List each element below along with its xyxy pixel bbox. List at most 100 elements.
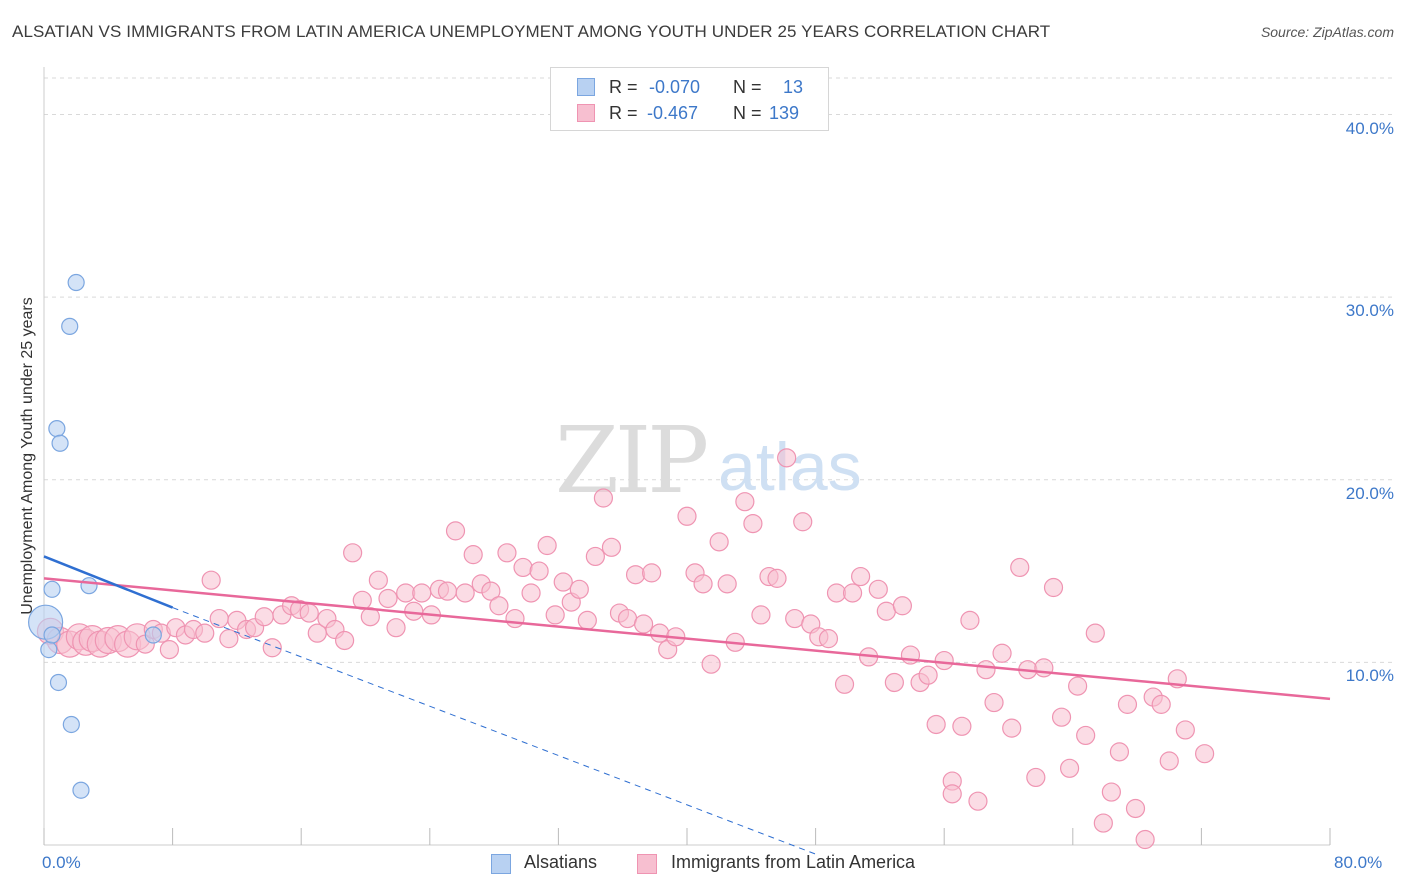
latin-america-point <box>1101 782 1121 802</box>
latin-america-point <box>262 638 282 658</box>
latin-america-point <box>505 608 525 629</box>
latin-america-point <box>1109 742 1130 762</box>
latin-america-point <box>593 488 614 508</box>
alsatian-point <box>61 317 79 335</box>
latin-america-point <box>463 545 483 565</box>
latin-america-point <box>299 603 319 623</box>
latin-america-point <box>1159 751 1179 771</box>
latin-america-point <box>767 568 787 588</box>
latin-america-point <box>984 692 1004 713</box>
latin-america-point <box>1051 707 1072 727</box>
watermark-atlas: atlas <box>718 429 862 505</box>
alsatian-point <box>51 434 69 452</box>
latin-america-point <box>633 614 654 634</box>
y-tick-label: 10.0% <box>1345 666 1394 686</box>
latin-america-point <box>1076 725 1096 746</box>
alsatian-legend-swatch <box>491 854 511 874</box>
latin-america-point <box>701 654 721 674</box>
latin-america-point <box>437 581 458 601</box>
legend-r-value: -0.467 <box>647 103 699 123</box>
latin-america-point <box>553 572 573 592</box>
latin-america-point <box>976 660 996 680</box>
latin-america-point <box>677 506 697 526</box>
y-tick-label: 40.0% <box>1345 118 1394 138</box>
latin-america-swatch <box>577 104 595 122</box>
latin-america-point <box>851 566 871 587</box>
legend-n-value: 13 <box>783 77 804 97</box>
alsatian-point <box>43 626 61 644</box>
alsatian-point <box>80 577 98 595</box>
latin-america-point <box>642 563 662 583</box>
latin-america-point <box>625 565 646 585</box>
latin-america-point <box>537 535 557 556</box>
axes <box>43 67 1331 846</box>
latin-america-point <box>1175 720 1195 740</box>
latin-america-point <box>343 543 363 563</box>
alsatian-point <box>62 715 80 734</box>
source-label: Source: ZipAtlas.com <box>1260 24 1394 40</box>
latin-america-point <box>1059 758 1080 778</box>
y-axis-title: Unemployment Among Youth under 25 years <box>19 297 36 615</box>
latin-america-point <box>1093 813 1113 833</box>
latin-america-point <box>1026 767 1046 788</box>
latin-america-point <box>1151 694 1171 714</box>
alsatian-points <box>28 273 162 799</box>
latin-america-point <box>386 618 406 638</box>
latin-america-point <box>577 610 597 630</box>
alsatian-point <box>48 420 66 438</box>
latin-america-point <box>513 557 533 578</box>
latin-america-point <box>834 674 855 694</box>
alsatian-legend-label: Alsatians <box>524 852 598 872</box>
latin-america-point <box>952 716 972 736</box>
latin-america-point <box>926 714 946 735</box>
alsatian-point <box>49 673 68 692</box>
watermark-zip: ZIP <box>555 407 706 514</box>
latin-america-point <box>396 583 416 603</box>
latin-america-point <box>1135 829 1155 850</box>
latin-america-point <box>1068 676 1088 696</box>
latin-america-point <box>892 596 913 616</box>
latin-america-point <box>1034 658 1054 678</box>
latin-america-point <box>650 623 670 643</box>
latin-america-point <box>717 574 737 594</box>
latin-america-point <box>743 513 763 534</box>
alsatian-trend-extension <box>172 607 816 855</box>
legend-r-value: -0.070 <box>649 77 701 97</box>
latin-america-point <box>942 784 962 804</box>
latin-america-point <box>489 596 509 616</box>
latin-america-point <box>1117 694 1138 714</box>
latin-america-point <box>481 581 501 601</box>
alsatian-point <box>40 640 58 659</box>
latin-america-point <box>195 623 215 643</box>
y-tick-label: 20.0% <box>1345 483 1394 503</box>
latin-america-point <box>960 610 980 630</box>
latin-america-point <box>785 608 805 629</box>
legend-n-label: N = <box>733 77 762 97</box>
stats-legend: R = -0.070 N = 13 R = -0.467 N = 139 <box>550 67 829 131</box>
latin-america-point <box>378 588 398 609</box>
latin-america-point <box>601 537 622 557</box>
alsatian-swatch <box>577 78 595 96</box>
y-tick-label: 30.0% <box>1345 301 1394 321</box>
latin-america-point <box>1010 557 1030 578</box>
latin-america-point <box>968 791 988 811</box>
legend-n-label: N = <box>733 103 762 123</box>
latin-america-point <box>1195 744 1215 764</box>
legend-r-label: R = <box>609 103 638 123</box>
alsatian-point <box>72 781 90 799</box>
latin-america-point <box>585 546 605 567</box>
x-tick-label-min: 0.0% <box>42 853 81 872</box>
latin-america-point <box>254 607 274 627</box>
latin-america-point <box>868 579 888 599</box>
latin-america-point <box>735 492 755 512</box>
latin-america-point <box>201 570 221 590</box>
latin-america-point <box>1002 718 1022 738</box>
latin-america-point <box>918 665 938 685</box>
latin-america-point <box>1085 623 1105 643</box>
latin-america-point <box>884 672 904 693</box>
latin-america-point <box>529 561 549 581</box>
trend-lines <box>43 555 1331 855</box>
latin-america-point <box>569 579 589 599</box>
latin-america-point <box>793 512 813 532</box>
latin-america-point <box>368 570 388 590</box>
